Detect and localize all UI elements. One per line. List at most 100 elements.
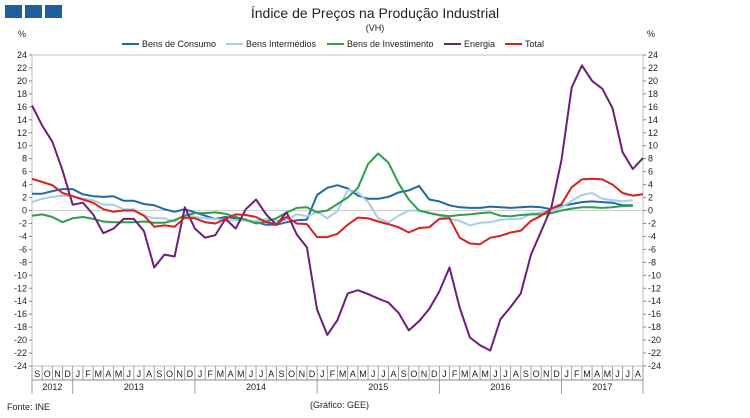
y-tick-label-right: -20 xyxy=(648,335,661,345)
y-tick-label-left: -8 xyxy=(19,257,27,267)
year-label: 2014 xyxy=(246,382,266,392)
y-tick-label-left: -16 xyxy=(14,309,27,319)
y-tick-label-right: 0 xyxy=(648,206,653,216)
month-label: J xyxy=(625,369,630,379)
month-label: J xyxy=(564,369,569,379)
y-tick-label-left: 8 xyxy=(22,154,27,164)
series-bens-de-consumo xyxy=(32,184,633,226)
legend-label: Bens Intermédios xyxy=(246,39,317,49)
year-label: 2015 xyxy=(368,382,388,392)
month-label: A xyxy=(228,369,234,379)
y-tick-label-left: -2 xyxy=(19,218,27,228)
y-tick-label-right: 4 xyxy=(648,180,653,190)
series-line xyxy=(31,152,633,225)
month-label: A xyxy=(472,369,478,379)
month-label: A xyxy=(391,369,397,379)
month-label: M xyxy=(481,369,489,379)
left-axis-unit: % xyxy=(18,29,27,39)
legend-item-energia: Energia xyxy=(444,39,495,49)
legend-swatch xyxy=(327,43,344,45)
y-tick-label-right: 10 xyxy=(648,141,658,151)
month-label: J xyxy=(198,369,203,379)
y-tick-label-left: 14 xyxy=(17,115,27,125)
year-label: 2013 xyxy=(124,382,144,392)
month-label: A xyxy=(513,369,519,379)
y-tick-label-right: 8 xyxy=(648,154,653,164)
month-label: J xyxy=(493,369,498,379)
month-label: D xyxy=(553,369,560,379)
month-label: J xyxy=(503,369,508,379)
month-label: J xyxy=(76,369,81,379)
chart-legend: Bens de Consumo Bens Intermédios Bens de… xyxy=(0,39,750,53)
y-tick-label-left: -12 xyxy=(14,283,27,293)
legend-item-bens-de-consumo: Bens de Consumo xyxy=(122,39,216,49)
month-label: M xyxy=(217,369,225,379)
month-label: O xyxy=(410,369,417,379)
year-label: 2016 xyxy=(490,382,510,392)
legend-swatch xyxy=(122,43,139,45)
month-label: O xyxy=(44,369,51,379)
month-label: D xyxy=(64,369,71,379)
series-bens-de-investimento xyxy=(31,152,633,225)
legend-label: Total xyxy=(525,39,545,49)
month-label: A xyxy=(594,369,600,379)
series-line xyxy=(31,177,644,246)
month-label: J xyxy=(126,369,131,379)
y-tick-label-left: 20 xyxy=(17,76,27,86)
month-label: A xyxy=(635,369,641,379)
y-tick-label-right: -10 xyxy=(648,270,661,280)
y-tick-label-right: -24 xyxy=(648,361,661,371)
month-label: A xyxy=(268,369,274,379)
y-tick-label-right: 18 xyxy=(648,89,658,99)
month-label: F xyxy=(85,369,91,379)
series-total xyxy=(31,177,644,246)
y-tick-label-left: -14 xyxy=(14,296,27,306)
y-tick-label-left: -6 xyxy=(19,244,27,254)
logo-block xyxy=(45,5,62,18)
logo-block xyxy=(5,5,22,18)
month-label: N xyxy=(543,369,550,379)
series-line xyxy=(31,64,644,352)
month-label: M xyxy=(583,369,591,379)
month-label: F xyxy=(207,369,213,379)
y-tick-label-left: 16 xyxy=(17,102,27,112)
series-energia xyxy=(31,64,644,352)
month-label: S xyxy=(401,369,407,379)
month-label: J xyxy=(615,369,620,379)
legend-item-bens-de-investimento: Bens de Investimento xyxy=(327,39,434,49)
ine-logo xyxy=(5,5,62,18)
month-label: J xyxy=(381,369,386,379)
legend-item-bens-intermedios: Bens Intermédios xyxy=(226,39,316,49)
month-label: J xyxy=(320,369,325,379)
y-tick-label-left: -18 xyxy=(14,322,27,332)
month-label: M xyxy=(461,369,469,379)
y-tick-label-left: 2 xyxy=(22,193,27,203)
y-tick-label-right: -22 xyxy=(648,348,661,358)
month-label: J xyxy=(442,369,447,379)
y-tick-label-right: 2 xyxy=(648,193,653,203)
month-label: J xyxy=(249,369,254,379)
month-label: J xyxy=(259,369,264,379)
year-label: 2017 xyxy=(592,382,612,392)
month-label: D xyxy=(431,369,438,379)
y-tick-label-left: -4 xyxy=(19,231,27,241)
y-tick-label-right: -16 xyxy=(648,309,661,319)
y-tick-label-right: 12 xyxy=(648,128,658,138)
month-label: A xyxy=(146,369,152,379)
month-label: M xyxy=(339,369,347,379)
month-label: N xyxy=(176,369,183,379)
y-tick-label-right: -6 xyxy=(648,244,656,254)
y-tick-label-right: -4 xyxy=(648,231,656,241)
month-label: D xyxy=(309,369,316,379)
y-tick-label-left: -10 xyxy=(14,270,27,280)
month-label: N xyxy=(54,369,61,379)
chart-credit: (Gráfico: GEE) xyxy=(310,400,370,410)
legend-label: Bens de Consumo xyxy=(142,39,217,49)
month-label: J xyxy=(371,369,376,379)
logo-block xyxy=(25,5,42,18)
month-label: M xyxy=(237,369,245,379)
month-label: M xyxy=(94,369,102,379)
y-tick-label-left: 24 xyxy=(17,50,27,60)
series-line xyxy=(32,184,633,226)
chart-subtitle: (VH) xyxy=(365,23,385,33)
